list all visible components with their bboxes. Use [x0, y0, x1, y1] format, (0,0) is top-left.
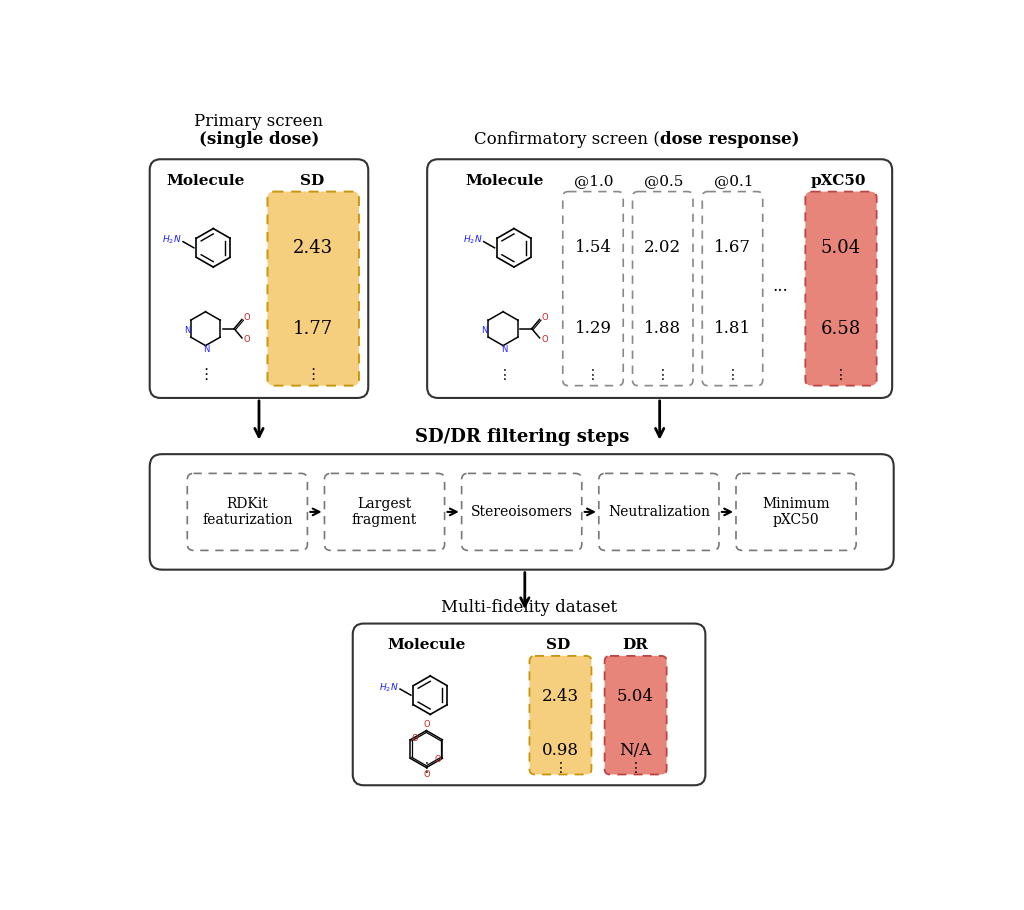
Text: 1.81: 1.81 — [714, 320, 751, 337]
Text: ⋮: ⋮ — [726, 368, 739, 382]
FancyBboxPatch shape — [187, 473, 307, 551]
Text: ⋮: ⋮ — [835, 368, 848, 382]
Text: SD: SD — [546, 638, 570, 652]
Text: 5.04: 5.04 — [821, 238, 861, 257]
Text: 6.58: 6.58 — [821, 319, 861, 338]
Text: $H_2N$: $H_2N$ — [162, 234, 181, 247]
Text: ⋮: ⋮ — [305, 368, 321, 382]
Text: N: N — [481, 327, 487, 336]
Text: $H_2N$: $H_2N$ — [379, 682, 398, 693]
Text: ...: ... — [772, 278, 787, 295]
Text: ⋮: ⋮ — [198, 368, 213, 382]
Text: 1.88: 1.88 — [644, 320, 681, 337]
Text: Stereoisomers: Stereoisomers — [471, 505, 572, 519]
Text: ⋮: ⋮ — [554, 762, 567, 775]
Text: Multi-fidelity dataset: Multi-fidelity dataset — [441, 599, 617, 616]
FancyBboxPatch shape — [599, 473, 719, 551]
Text: O: O — [423, 770, 430, 779]
Text: 5.04: 5.04 — [617, 688, 654, 705]
FancyBboxPatch shape — [702, 192, 763, 386]
Text: pXC50: pXC50 — [810, 174, 865, 187]
Text: O: O — [412, 734, 419, 743]
Text: 1.67: 1.67 — [714, 239, 751, 257]
FancyBboxPatch shape — [427, 159, 892, 398]
Text: Molecule: Molecule — [387, 638, 466, 652]
Text: dose response): dose response) — [659, 131, 799, 148]
Text: ⋮: ⋮ — [498, 368, 512, 382]
Text: 1.29: 1.29 — [574, 320, 611, 337]
FancyBboxPatch shape — [633, 192, 693, 386]
Text: RDKit
featurization: RDKit featurization — [202, 497, 293, 527]
FancyBboxPatch shape — [462, 473, 582, 551]
Text: Molecule: Molecule — [466, 174, 544, 187]
Text: O: O — [244, 313, 250, 322]
Text: ⋮: ⋮ — [629, 762, 643, 775]
Text: DR: DR — [623, 638, 648, 652]
Text: Confirmatory screen (: Confirmatory screen ( — [474, 131, 659, 148]
Text: O: O — [434, 754, 441, 763]
Text: Molecule: Molecule — [166, 174, 245, 187]
Text: Minimum
pXC50: Minimum pXC50 — [762, 497, 829, 527]
Text: 1.77: 1.77 — [293, 319, 333, 338]
Text: 2.02: 2.02 — [644, 239, 681, 257]
FancyBboxPatch shape — [150, 454, 894, 570]
Text: O: O — [541, 335, 548, 344]
Text: $H_2N$: $H_2N$ — [463, 234, 482, 247]
FancyBboxPatch shape — [325, 473, 444, 551]
FancyBboxPatch shape — [267, 192, 359, 386]
Text: 2.43: 2.43 — [293, 238, 333, 257]
FancyBboxPatch shape — [352, 623, 706, 785]
Text: SD/DR filtering steps: SD/DR filtering steps — [415, 429, 629, 447]
FancyBboxPatch shape — [805, 192, 877, 386]
Text: Primary screen: Primary screen — [195, 113, 324, 130]
Text: 1.54: 1.54 — [574, 239, 611, 257]
Text: 2.43: 2.43 — [542, 688, 579, 705]
Text: @1.0: @1.0 — [574, 174, 613, 187]
Text: N: N — [183, 327, 190, 336]
FancyBboxPatch shape — [604, 656, 667, 774]
Text: ⋮: ⋮ — [655, 368, 670, 382]
FancyBboxPatch shape — [529, 656, 592, 774]
Text: N: N — [501, 345, 507, 354]
Text: (single dose): (single dose) — [199, 131, 319, 148]
Text: @0.1: @0.1 — [714, 174, 753, 187]
Text: N: N — [203, 345, 210, 354]
Text: ⋮: ⋮ — [586, 368, 600, 382]
Text: 0.98: 0.98 — [542, 743, 579, 759]
FancyBboxPatch shape — [563, 192, 624, 386]
FancyBboxPatch shape — [150, 159, 369, 398]
Text: SD: SD — [300, 174, 325, 187]
Text: Neutralization: Neutralization — [608, 505, 710, 519]
Text: Largest
fragment: Largest fragment — [352, 497, 417, 527]
Text: N/A: N/A — [620, 743, 651, 759]
Text: @0.5: @0.5 — [644, 174, 683, 187]
Text: O: O — [541, 313, 548, 322]
FancyBboxPatch shape — [736, 473, 856, 551]
Text: O: O — [244, 335, 250, 344]
Text: O: O — [423, 720, 430, 729]
Text: ⋮: ⋮ — [420, 762, 433, 775]
